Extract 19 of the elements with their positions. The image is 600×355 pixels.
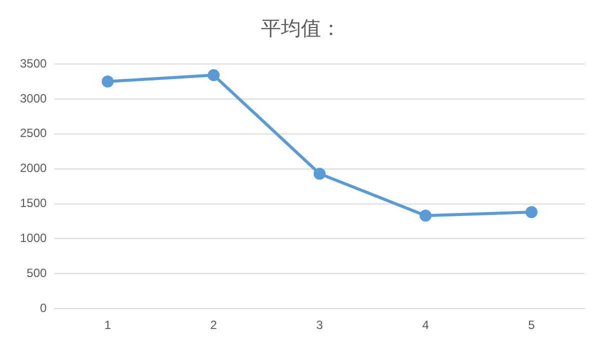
point [208, 69, 220, 82]
y-tick-label: 3000 [20, 91, 48, 106]
x-tick-label: 4 [422, 318, 430, 332]
y-tick-label: 500 [26, 266, 48, 280]
x-tick-label: 2 [210, 318, 218, 332]
y-tick-label: 1000 [20, 231, 48, 246]
point [102, 75, 114, 88]
x-tick-label: 3 [316, 318, 324, 332]
y-tick-label: 0 [40, 300, 48, 315]
y-tick-label: 2000 [20, 161, 48, 176]
x-tick-label: 5 [528, 318, 536, 332]
point [314, 168, 326, 180]
chart-title: 平均值： [261, 16, 341, 40]
point [526, 206, 538, 218]
point [420, 210, 432, 222]
y-tick-label: 2500 [20, 126, 48, 140]
y-tick-label: 1500 [20, 196, 48, 210]
x-tick-label: 1 [104, 318, 112, 332]
y-tick-label: 3500 [20, 56, 48, 70]
